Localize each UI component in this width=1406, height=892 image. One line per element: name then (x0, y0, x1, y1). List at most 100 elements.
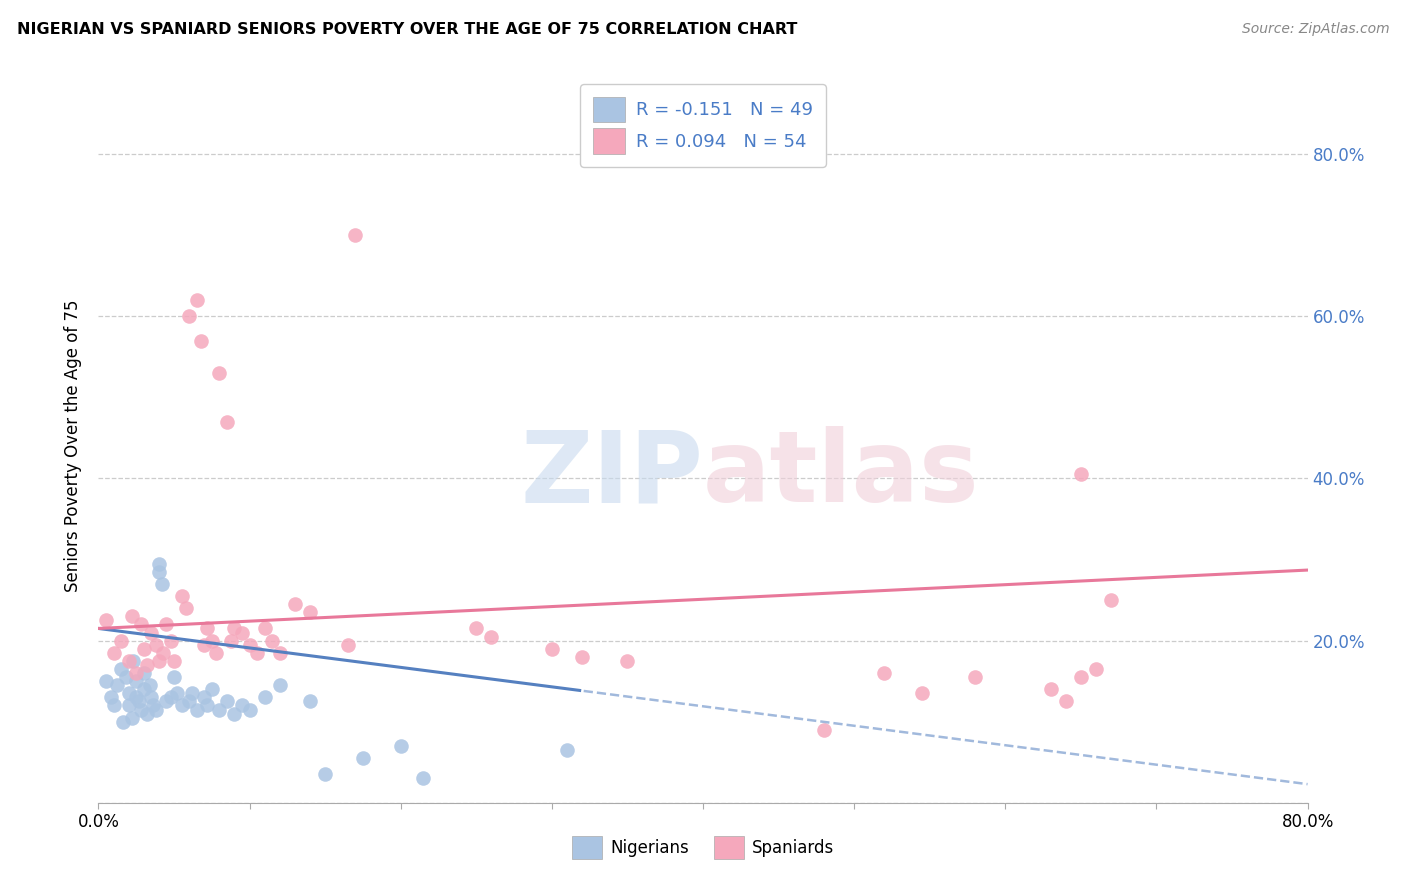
Point (132, 682, 155, 697)
Point (155, 694, 177, 708)
Point (128, 694, 150, 708)
Point (221, 633, 243, 648)
Point (181, 686, 204, 700)
Point (105, 678, 128, 692)
Point (246, 646, 269, 660)
Point (186, 702, 208, 716)
Point (139, 678, 162, 692)
Point (1085, 662, 1108, 676)
Point (205, 646, 228, 660)
Text: ZIP: ZIP (520, 426, 703, 523)
Point (195, 698, 218, 713)
Point (224, 706, 246, 721)
Text: atlas: atlas (703, 426, 980, 523)
Point (208, 366, 231, 380)
Point (412, 772, 434, 786)
Point (465, 622, 488, 636)
Point (118, 686, 141, 700)
Point (193, 638, 215, 652)
Point (114, 670, 136, 684)
Point (201, 682, 224, 697)
Point (94, 613, 117, 627)
Point (253, 690, 276, 705)
Point (186, 293, 208, 307)
Point (145, 702, 167, 716)
Point (129, 702, 152, 716)
Point (284, 597, 307, 611)
Point (314, 767, 336, 781)
Point (163, 670, 186, 684)
Point (155, 617, 177, 632)
Point (174, 601, 197, 615)
Point (239, 638, 262, 652)
Point (170, 589, 193, 603)
Point (540, 641, 562, 656)
Point (873, 666, 896, 681)
Point (150, 577, 173, 591)
Point (121, 609, 143, 624)
Point (125, 690, 148, 705)
Point (352, 751, 374, 765)
Point (141, 625, 163, 640)
Point (813, 723, 835, 737)
Point (160, 690, 183, 705)
Point (141, 690, 163, 705)
Point (299, 694, 322, 708)
Point (103, 646, 125, 660)
Point (129, 617, 152, 632)
Point (195, 622, 218, 636)
Point (1054, 694, 1077, 708)
Point (166, 686, 188, 700)
Point (571, 649, 593, 664)
Point (1039, 682, 1062, 697)
Point (94, 674, 117, 689)
Point (118, 654, 141, 668)
Point (269, 678, 291, 692)
Point (336, 638, 359, 652)
Point (1099, 593, 1122, 607)
Point (111, 714, 134, 729)
Point (389, 739, 412, 753)
Point (118, 698, 141, 713)
Point (179, 694, 201, 708)
Point (110, 633, 132, 648)
Point (555, 743, 578, 757)
Point (132, 666, 155, 681)
Point (135, 657, 157, 672)
Point (160, 633, 183, 648)
Point (269, 646, 291, 660)
Point (1070, 670, 1092, 684)
Point (132, 641, 155, 656)
Point (481, 630, 503, 644)
Point (299, 605, 322, 619)
Point (148, 565, 170, 579)
Point (201, 633, 224, 648)
Point (193, 690, 215, 705)
Point (262, 633, 284, 648)
Y-axis label: Seniors Poverty Over the Age of 75: Seniors Poverty Over the Age of 75 (63, 300, 82, 592)
Point (163, 654, 186, 668)
Point (215, 415, 238, 429)
Point (1070, 467, 1092, 482)
Point (152, 646, 174, 660)
Point (208, 702, 231, 716)
Point (142, 698, 165, 713)
Point (179, 310, 201, 324)
Point (145, 638, 167, 652)
Point (122, 654, 145, 668)
Point (224, 622, 246, 636)
Point (190, 334, 212, 348)
Point (231, 698, 253, 713)
Point (100, 690, 122, 705)
Point (125, 674, 148, 689)
Point (170, 698, 193, 713)
Point (215, 694, 238, 708)
Point (125, 666, 148, 681)
Text: Source: ZipAtlas.com: Source: ZipAtlas.com (1241, 22, 1389, 37)
Point (253, 622, 276, 636)
Point (121, 711, 143, 725)
Point (148, 557, 170, 571)
Text: NIGERIAN VS SPANIARD SENIORS POVERTY OVER THE AGE OF 75 CORRELATION CHART: NIGERIAN VS SPANIARD SENIORS POVERTY OVE… (17, 22, 797, 37)
Point (231, 625, 253, 640)
Point (616, 654, 638, 668)
